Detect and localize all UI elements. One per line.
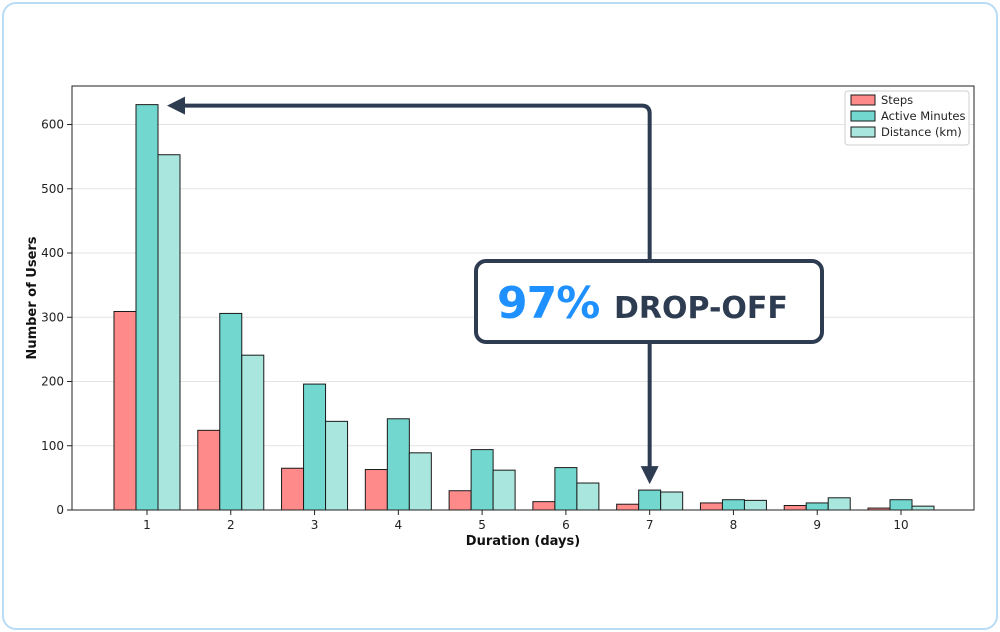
legend-box [844,90,970,146]
bar-active-minutes [386,418,410,511]
bar-distance-km [743,499,767,511]
y-tick-label: 400 [41,246,64,260]
bar-steps [532,501,556,511]
bar-steps [699,502,723,511]
bar-distance-km [408,452,432,511]
bar-active-minutes [721,499,745,511]
legend-entry: Distance (km) [881,125,962,139]
x-tick-label: 3 [311,518,319,532]
x-tick-label: 7 [646,518,654,532]
bar-active-minutes [219,312,243,511]
y-tick-label: 500 [41,182,64,196]
legend: Steps Active Minutes Distance (km) [844,90,970,146]
x-tick-label: 5 [478,518,486,532]
legend-swatch [850,110,876,122]
bar-distance-km [492,469,516,511]
y-tick-label: 300 [41,310,64,324]
bar-distance-km [827,497,851,511]
bar-distance-km [157,154,181,511]
y-tick-label: 600 [41,118,64,132]
drop-off-arrow-head-down [640,466,659,485]
y-tick-label: 0 [56,503,64,517]
bar-active-minutes [135,104,159,511]
x-tick-label: 2 [227,518,235,532]
y-ticks: 0 100 200 300 400 500 600 [41,118,72,517]
bar-active-minutes [638,489,662,511]
bar-active-minutes [470,449,494,511]
y-tick-label: 200 [41,375,64,389]
bar-steps [197,429,221,511]
bar-steps [448,490,472,511]
bar-distance-km [325,420,349,511]
bar-steps [783,505,807,511]
legend-swatch [850,126,876,138]
bar-steps [364,469,388,511]
bars [113,104,935,511]
bar-active-minutes [554,467,578,511]
bar-distance-km [241,354,265,511]
bar-distance-km [576,482,600,511]
x-tick-label: 8 [730,518,738,532]
x-axis-label: Duration (days) [466,534,580,549]
plot-border [71,85,975,511]
drop-off-label: DROP-OFF [614,291,788,326]
x-tick-label: 10 [893,518,908,532]
legend-entry: Steps [881,93,913,107]
drop-off-annotation: 97% DROP-OFF [167,96,824,485]
bar-distance-km [660,491,684,511]
drop-off-arrow-line [181,103,652,471]
bar-steps [113,310,137,511]
bar-distance-km [911,505,935,511]
bar-active-minutes [805,502,829,511]
x-tick-label: 9 [813,518,821,532]
y-axis-label: Number of Users [25,236,40,359]
x-tick-label: 6 [562,518,570,532]
drop-off-arrow-head-left [167,96,185,115]
legend-swatch [850,94,876,106]
x-tick-label: 4 [395,518,403,532]
drop-off-callout-box [474,259,824,344]
x-tick-label: 1 [143,518,151,532]
bar-steps [616,503,640,511]
y-tick-label: 100 [41,439,64,453]
drop-off-percent: 97% [497,278,599,329]
bar-active-minutes [889,499,913,511]
legend-entry: Active Minutes [881,109,966,123]
bar-active-minutes [303,383,327,511]
x-ticks: 1 2 3 4 5 6 7 8 9 10 [143,510,909,532]
bar-steps [281,467,305,511]
